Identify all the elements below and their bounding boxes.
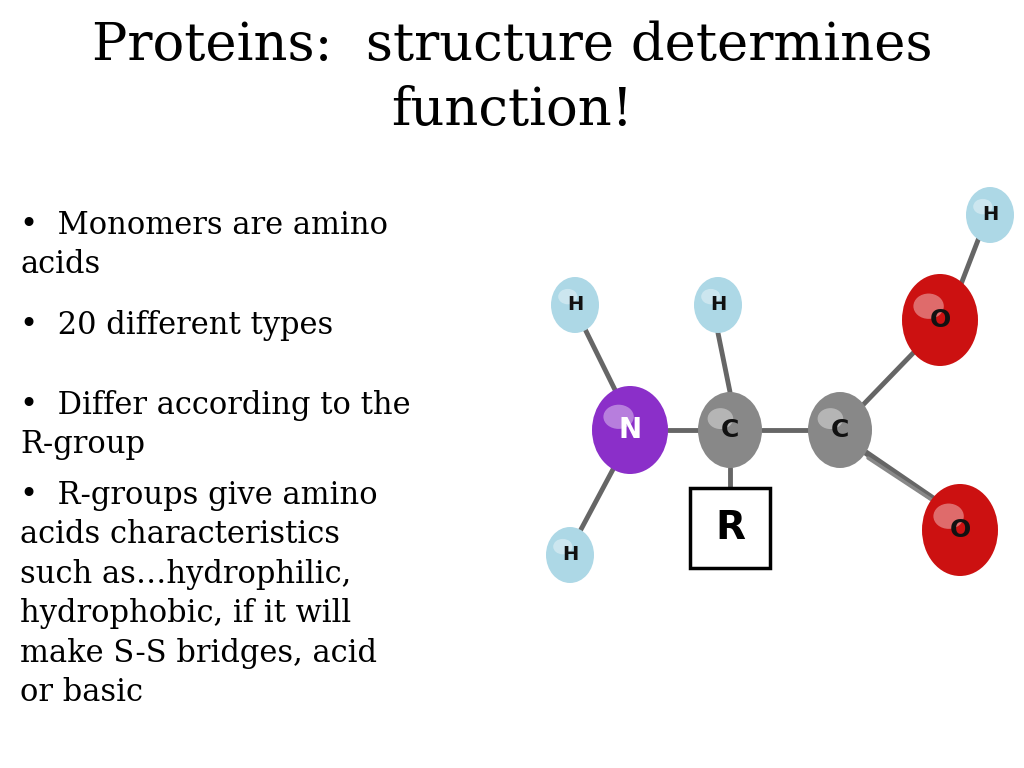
Text: O: O bbox=[949, 518, 971, 542]
Ellipse shape bbox=[808, 392, 872, 468]
Ellipse shape bbox=[698, 392, 762, 468]
Text: R: R bbox=[715, 509, 745, 547]
Ellipse shape bbox=[922, 484, 998, 576]
Ellipse shape bbox=[913, 293, 944, 319]
Text: C: C bbox=[830, 418, 849, 442]
Text: •  Monomers are amino
acids: • Monomers are amino acids bbox=[20, 210, 388, 280]
Text: function!: function! bbox=[391, 85, 633, 136]
Ellipse shape bbox=[708, 408, 733, 429]
Text: H: H bbox=[982, 206, 998, 224]
Text: •  R-groups give amino
acids characteristics
such as…hydrophilic,
hydrophobic, i: • R-groups give amino acids characterist… bbox=[20, 480, 378, 708]
Text: N: N bbox=[618, 416, 642, 444]
Text: O: O bbox=[930, 308, 950, 332]
FancyBboxPatch shape bbox=[690, 488, 770, 568]
Ellipse shape bbox=[558, 289, 578, 304]
Text: •  20 different types: • 20 different types bbox=[20, 310, 333, 341]
Text: H: H bbox=[710, 296, 726, 315]
Ellipse shape bbox=[592, 386, 668, 474]
Ellipse shape bbox=[817, 408, 843, 429]
Ellipse shape bbox=[934, 504, 964, 529]
Ellipse shape bbox=[902, 274, 978, 366]
Text: H: H bbox=[562, 545, 579, 564]
Ellipse shape bbox=[701, 289, 721, 304]
Ellipse shape bbox=[694, 277, 742, 333]
Ellipse shape bbox=[966, 187, 1014, 243]
Text: C: C bbox=[721, 418, 739, 442]
Text: •  Differ according to the
R-group: • Differ according to the R-group bbox=[20, 390, 411, 460]
Ellipse shape bbox=[551, 277, 599, 333]
Text: Proteins:  structure determines: Proteins: structure determines bbox=[92, 20, 932, 71]
Ellipse shape bbox=[546, 527, 594, 583]
Ellipse shape bbox=[603, 405, 634, 429]
Ellipse shape bbox=[973, 199, 992, 214]
Text: H: H bbox=[567, 296, 583, 315]
Ellipse shape bbox=[553, 539, 572, 554]
